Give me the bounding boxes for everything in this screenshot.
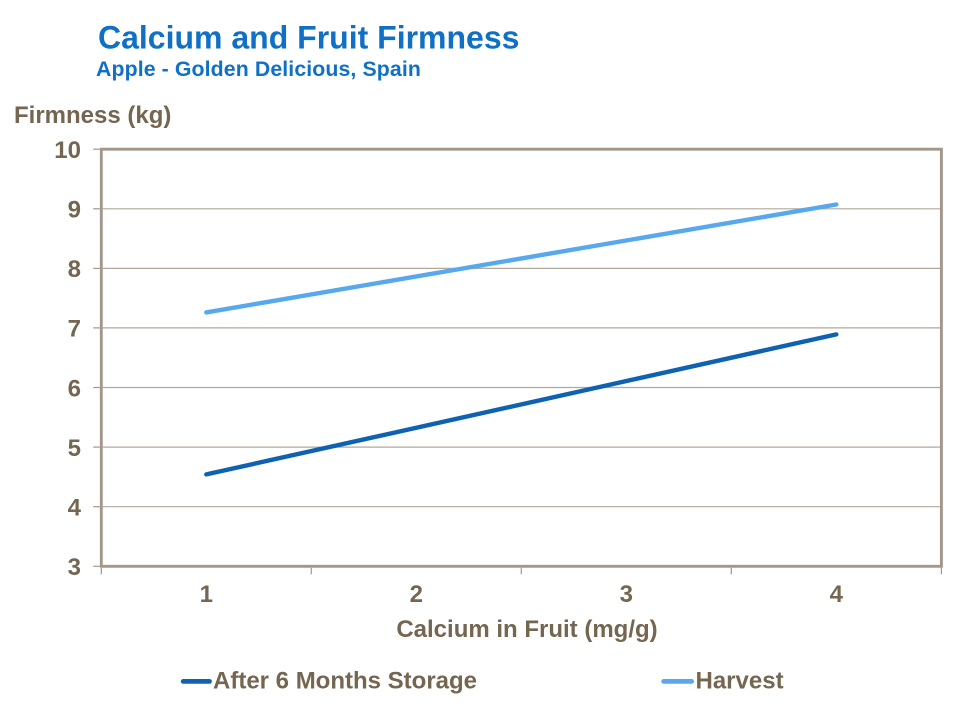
svg-text:Harvest: Harvest xyxy=(696,668,784,695)
svg-text:7: 7 xyxy=(68,316,81,343)
svg-text:4: 4 xyxy=(830,581,844,608)
svg-text:10: 10 xyxy=(54,137,81,164)
svg-text:Apple - Golden Delicious, Spai: Apple - Golden Delicious, Spain xyxy=(96,57,421,81)
svg-text:4: 4 xyxy=(68,495,82,522)
svg-text:3: 3 xyxy=(620,581,633,608)
svg-text:6: 6 xyxy=(68,375,81,402)
svg-text:Calcium and Fruit Firmness: Calcium and Fruit Firmness xyxy=(98,20,519,56)
svg-text:Firmness (kg): Firmness (kg) xyxy=(14,102,171,129)
svg-text:2: 2 xyxy=(410,581,423,608)
svg-text:9: 9 xyxy=(68,197,81,224)
svg-text:3: 3 xyxy=(68,554,81,581)
svg-text:1: 1 xyxy=(200,581,213,608)
svg-text:After 6 Months Storage: After 6 Months Storage xyxy=(213,668,477,695)
svg-text:5: 5 xyxy=(68,435,81,462)
svg-text:Calcium in Fruit (mg/g): Calcium in Fruit (mg/g) xyxy=(396,616,657,643)
svg-text:8: 8 xyxy=(68,256,81,283)
